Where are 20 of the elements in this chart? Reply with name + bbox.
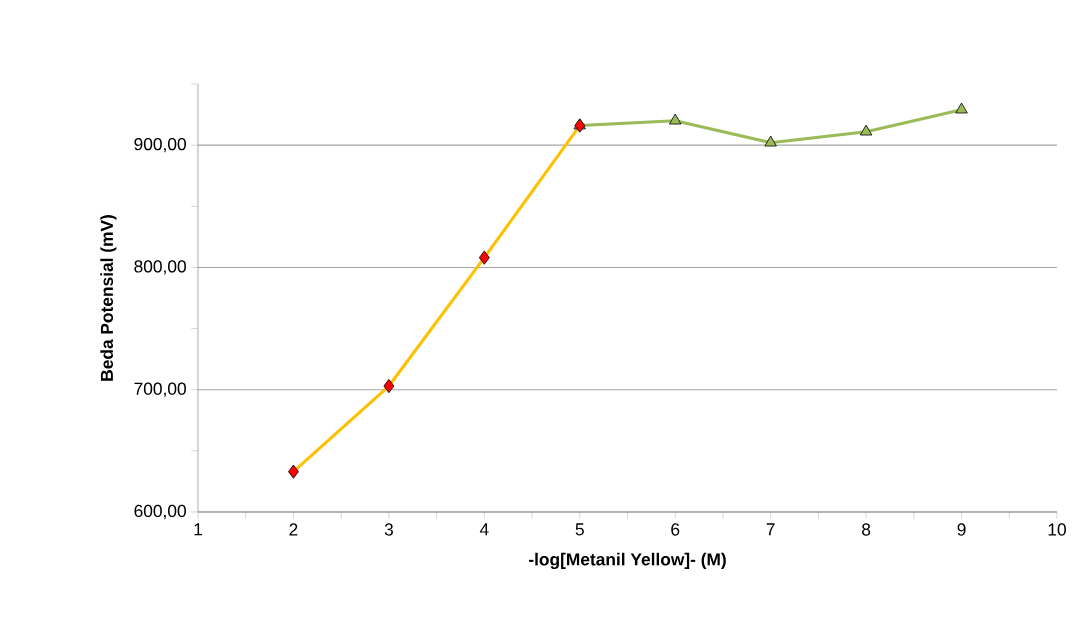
point (859, 124, 873, 136)
x-tick-label: 4 (479, 523, 489, 536)
x-tick-label: 8 (862, 523, 871, 536)
y-tick-label: 600,00 (134, 504, 186, 520)
x-tick-label: 6 (671, 523, 680, 536)
x-tick-label: 9 (957, 523, 966, 536)
x-tick-label: 10 (1048, 523, 1066, 536)
x-tick-label: 3 (384, 523, 393, 536)
point (764, 135, 777, 147)
y-tick-label: 800,00 (134, 260, 186, 275)
x-tick-label: 7 (766, 523, 775, 536)
point (955, 102, 968, 114)
y-axis-title: Beda Potensial (mV) (100, 215, 117, 381)
point (669, 113, 682, 125)
x-tick-label: 5 (575, 523, 584, 536)
x-tick-label: 2 (289, 523, 298, 536)
y-tick-label: 900,00 (134, 137, 186, 153)
y-tick-label: 700,00 (134, 382, 186, 397)
x-tick-label: 1 (194, 523, 202, 536)
x-axis-title: -log[Metanil Yellow]- (M) (528, 552, 726, 570)
